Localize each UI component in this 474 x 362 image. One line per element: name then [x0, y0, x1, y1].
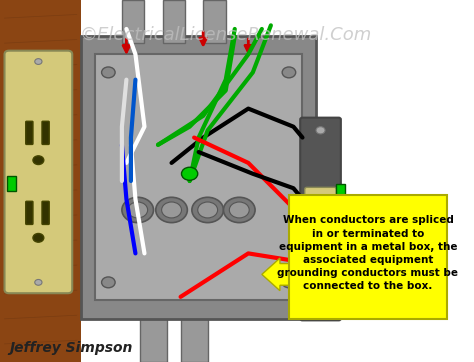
- FancyBboxPatch shape: [181, 311, 208, 362]
- Text: ©ElectricalLicenseRenewal.Com: ©ElectricalLicenseRenewal.Com: [80, 25, 372, 43]
- Circle shape: [162, 202, 182, 218]
- Circle shape: [192, 197, 223, 223]
- FancyBboxPatch shape: [140, 311, 167, 362]
- FancyBboxPatch shape: [305, 188, 337, 251]
- FancyBboxPatch shape: [5, 51, 72, 293]
- Circle shape: [122, 197, 154, 223]
- FancyBboxPatch shape: [95, 54, 302, 300]
- Circle shape: [101, 277, 115, 288]
- Circle shape: [229, 202, 249, 218]
- FancyBboxPatch shape: [289, 195, 447, 319]
- FancyBboxPatch shape: [42, 121, 49, 144]
- Circle shape: [101, 67, 115, 78]
- Circle shape: [316, 304, 325, 311]
- Circle shape: [128, 202, 147, 218]
- Circle shape: [35, 279, 42, 285]
- FancyBboxPatch shape: [26, 201, 33, 224]
- Text: Jeffrey Simpson: Jeffrey Simpson: [9, 341, 132, 355]
- Circle shape: [282, 67, 296, 78]
- FancyBboxPatch shape: [122, 0, 145, 43]
- FancyBboxPatch shape: [163, 0, 185, 43]
- Circle shape: [35, 59, 42, 64]
- FancyArrow shape: [262, 258, 311, 291]
- FancyBboxPatch shape: [300, 118, 341, 320]
- FancyBboxPatch shape: [81, 36, 316, 319]
- Circle shape: [33, 156, 44, 164]
- Circle shape: [223, 197, 255, 223]
- Circle shape: [33, 233, 44, 242]
- FancyBboxPatch shape: [203, 0, 226, 43]
- Circle shape: [182, 167, 198, 180]
- FancyBboxPatch shape: [7, 176, 16, 191]
- Circle shape: [282, 277, 296, 288]
- Circle shape: [156, 197, 187, 223]
- FancyBboxPatch shape: [42, 201, 49, 224]
- FancyBboxPatch shape: [337, 184, 346, 195]
- FancyBboxPatch shape: [26, 121, 33, 144]
- Text: When conductors are spliced
in or terminated to
equipment in a metal box, the
as: When conductors are spliced in or termin…: [277, 215, 458, 291]
- Circle shape: [316, 127, 325, 134]
- FancyBboxPatch shape: [0, 0, 81, 362]
- Circle shape: [198, 202, 218, 218]
